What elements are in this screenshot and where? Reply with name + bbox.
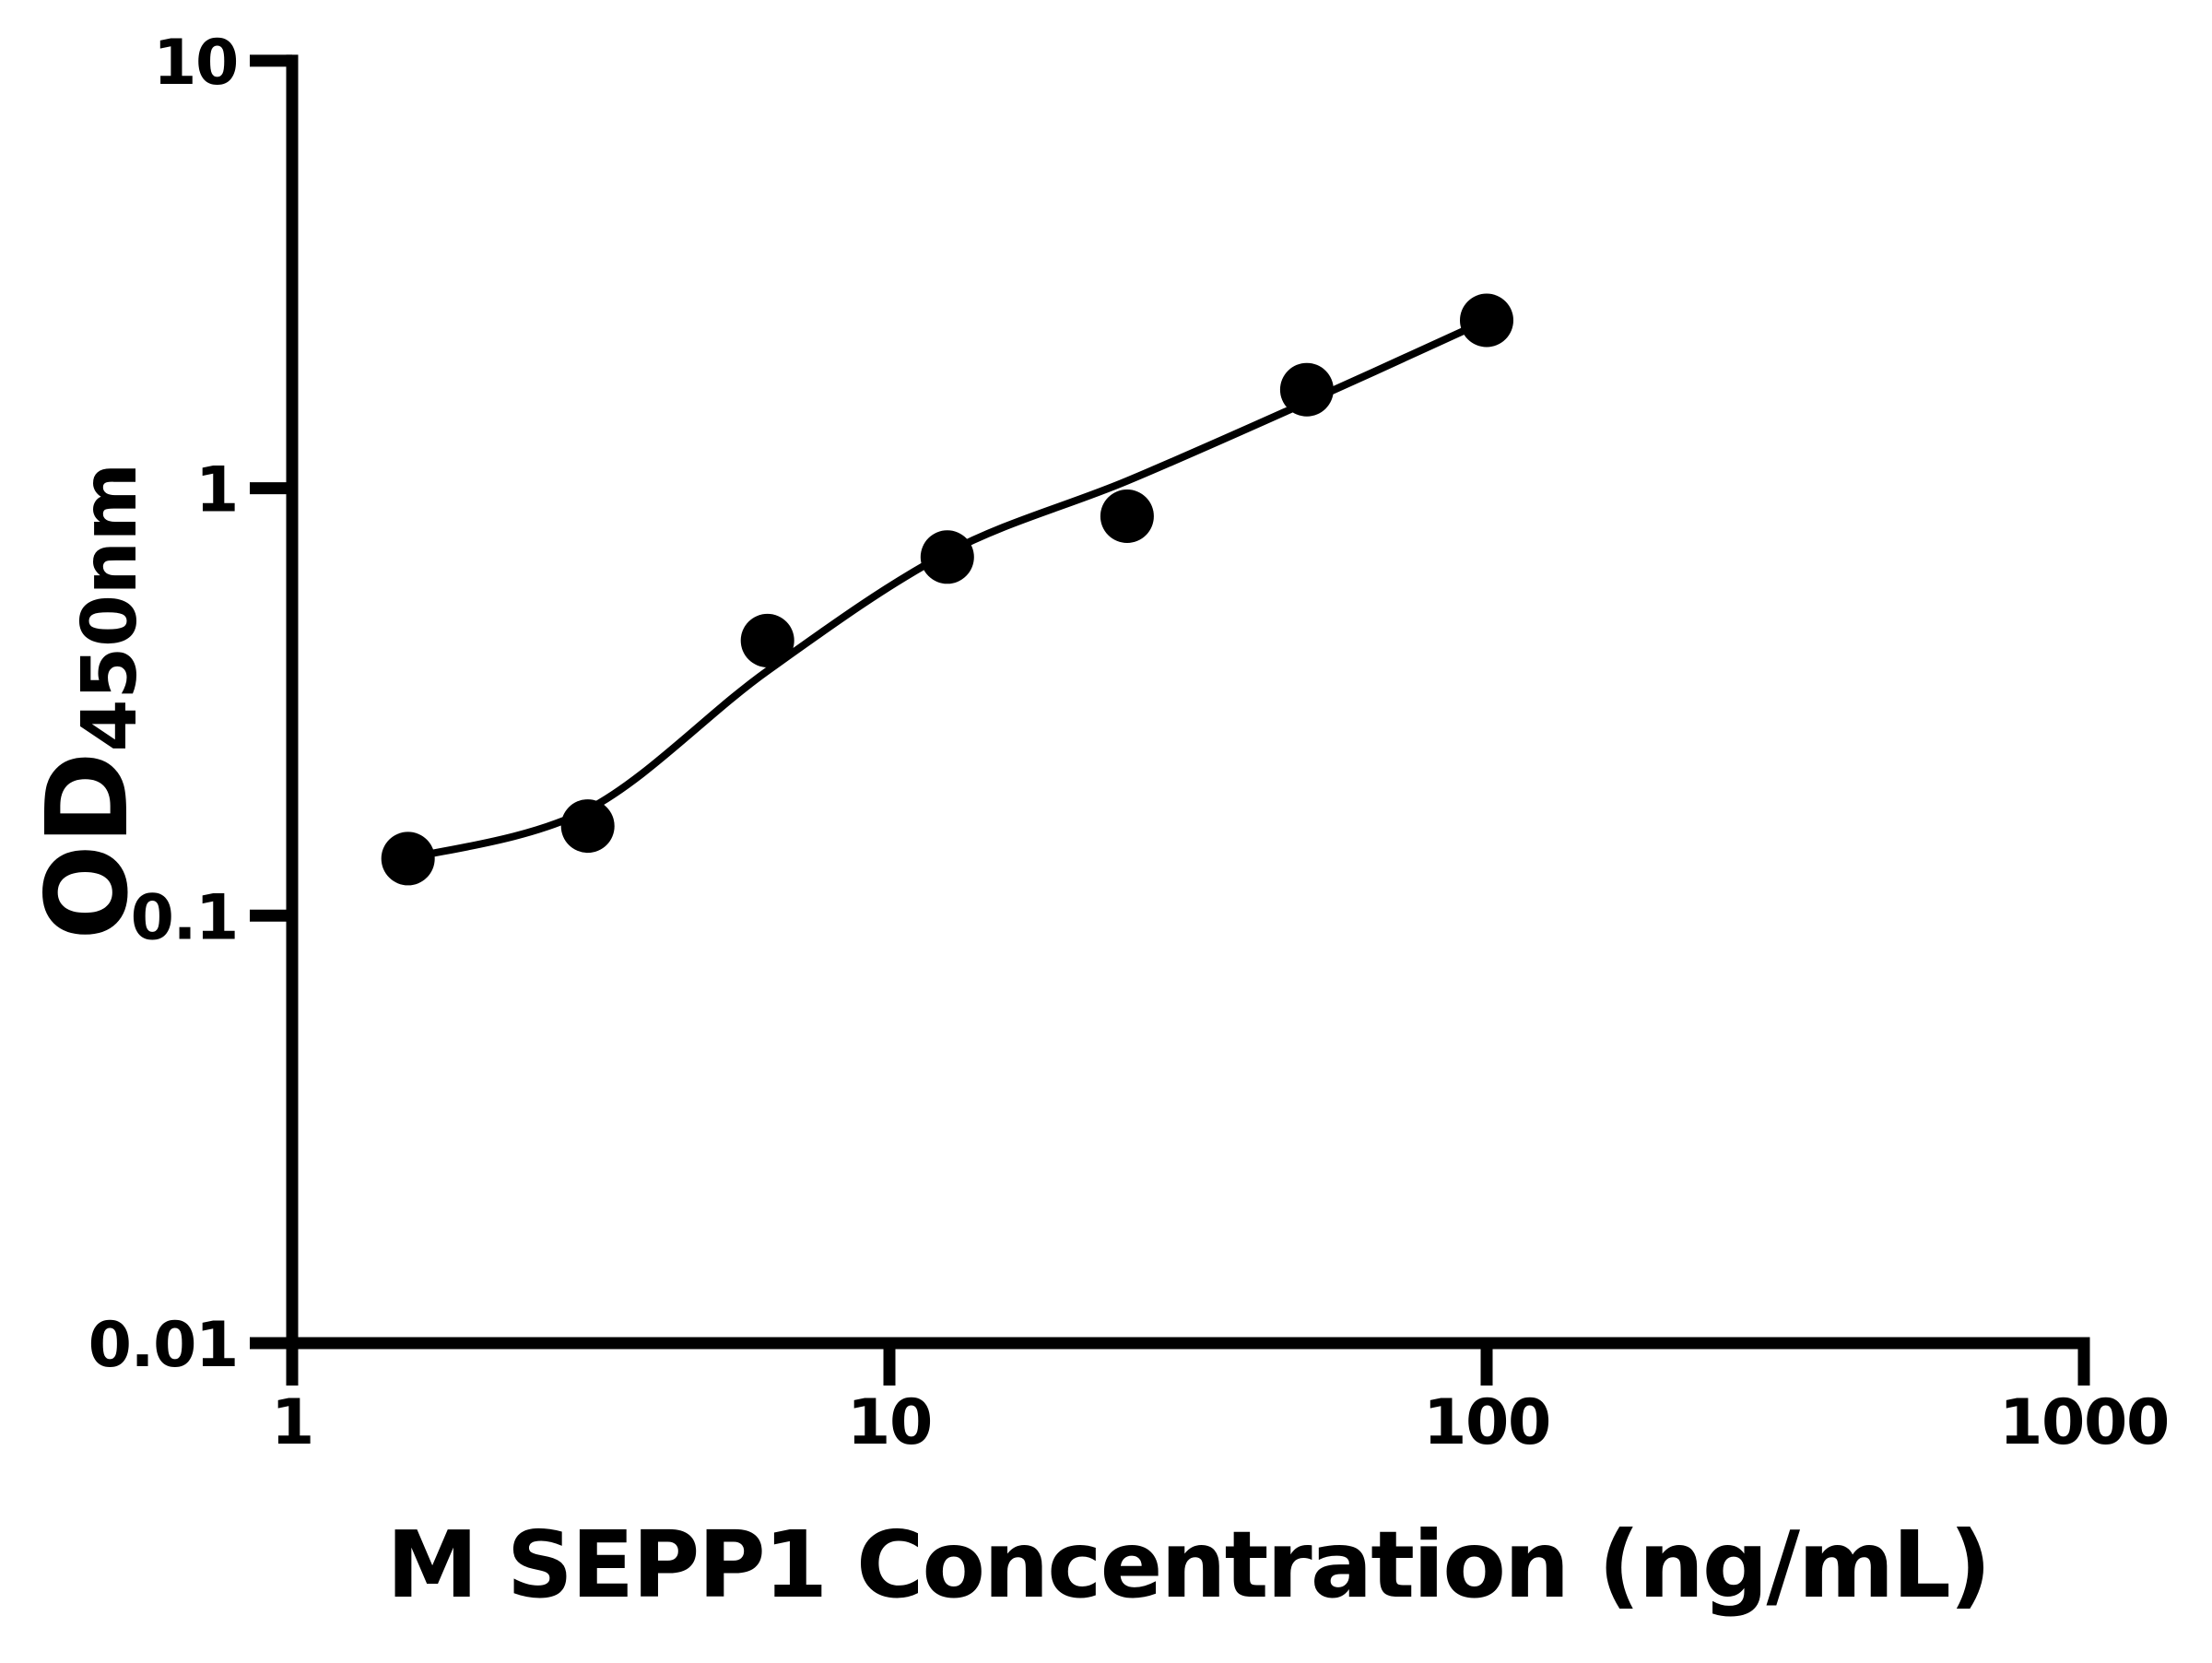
- x-axis-title: M SEPP1 Concentration (ng/mL): [386, 1511, 1989, 1619]
- x-tick-label: 1000: [1999, 1386, 2169, 1459]
- x-tick-label: 1: [271, 1386, 313, 1459]
- data-point: [1460, 293, 1513, 348]
- y-axis-title: OD450nm: [22, 463, 154, 940]
- y-axis-title-subscript: 450nm: [66, 463, 154, 751]
- axis-ticks: [250, 54, 2090, 1386]
- y-tick-label: 0.1: [131, 881, 238, 954]
- data-point: [920, 530, 974, 584]
- y-axis-title-main: OD: [22, 752, 153, 940]
- data-point: [740, 613, 794, 667]
- data-point: [381, 832, 435, 886]
- y-tick-label: 0.01: [88, 1309, 238, 1382]
- x-tick-label: 10: [847, 1386, 932, 1459]
- data-point: [560, 799, 615, 854]
- data-points: [381, 293, 1513, 886]
- data-point: [1100, 489, 1154, 543]
- y-tick-label: 1: [195, 454, 238, 527]
- x-tick-label: 100: [1423, 1386, 1550, 1459]
- axes: [286, 54, 2090, 1350]
- data-point: [1279, 362, 1334, 417]
- axis-tick-labels: 0.01 0.1 1 10 1 10 100 1000: [88, 27, 2171, 1459]
- y-tick-label: 10: [153, 27, 238, 100]
